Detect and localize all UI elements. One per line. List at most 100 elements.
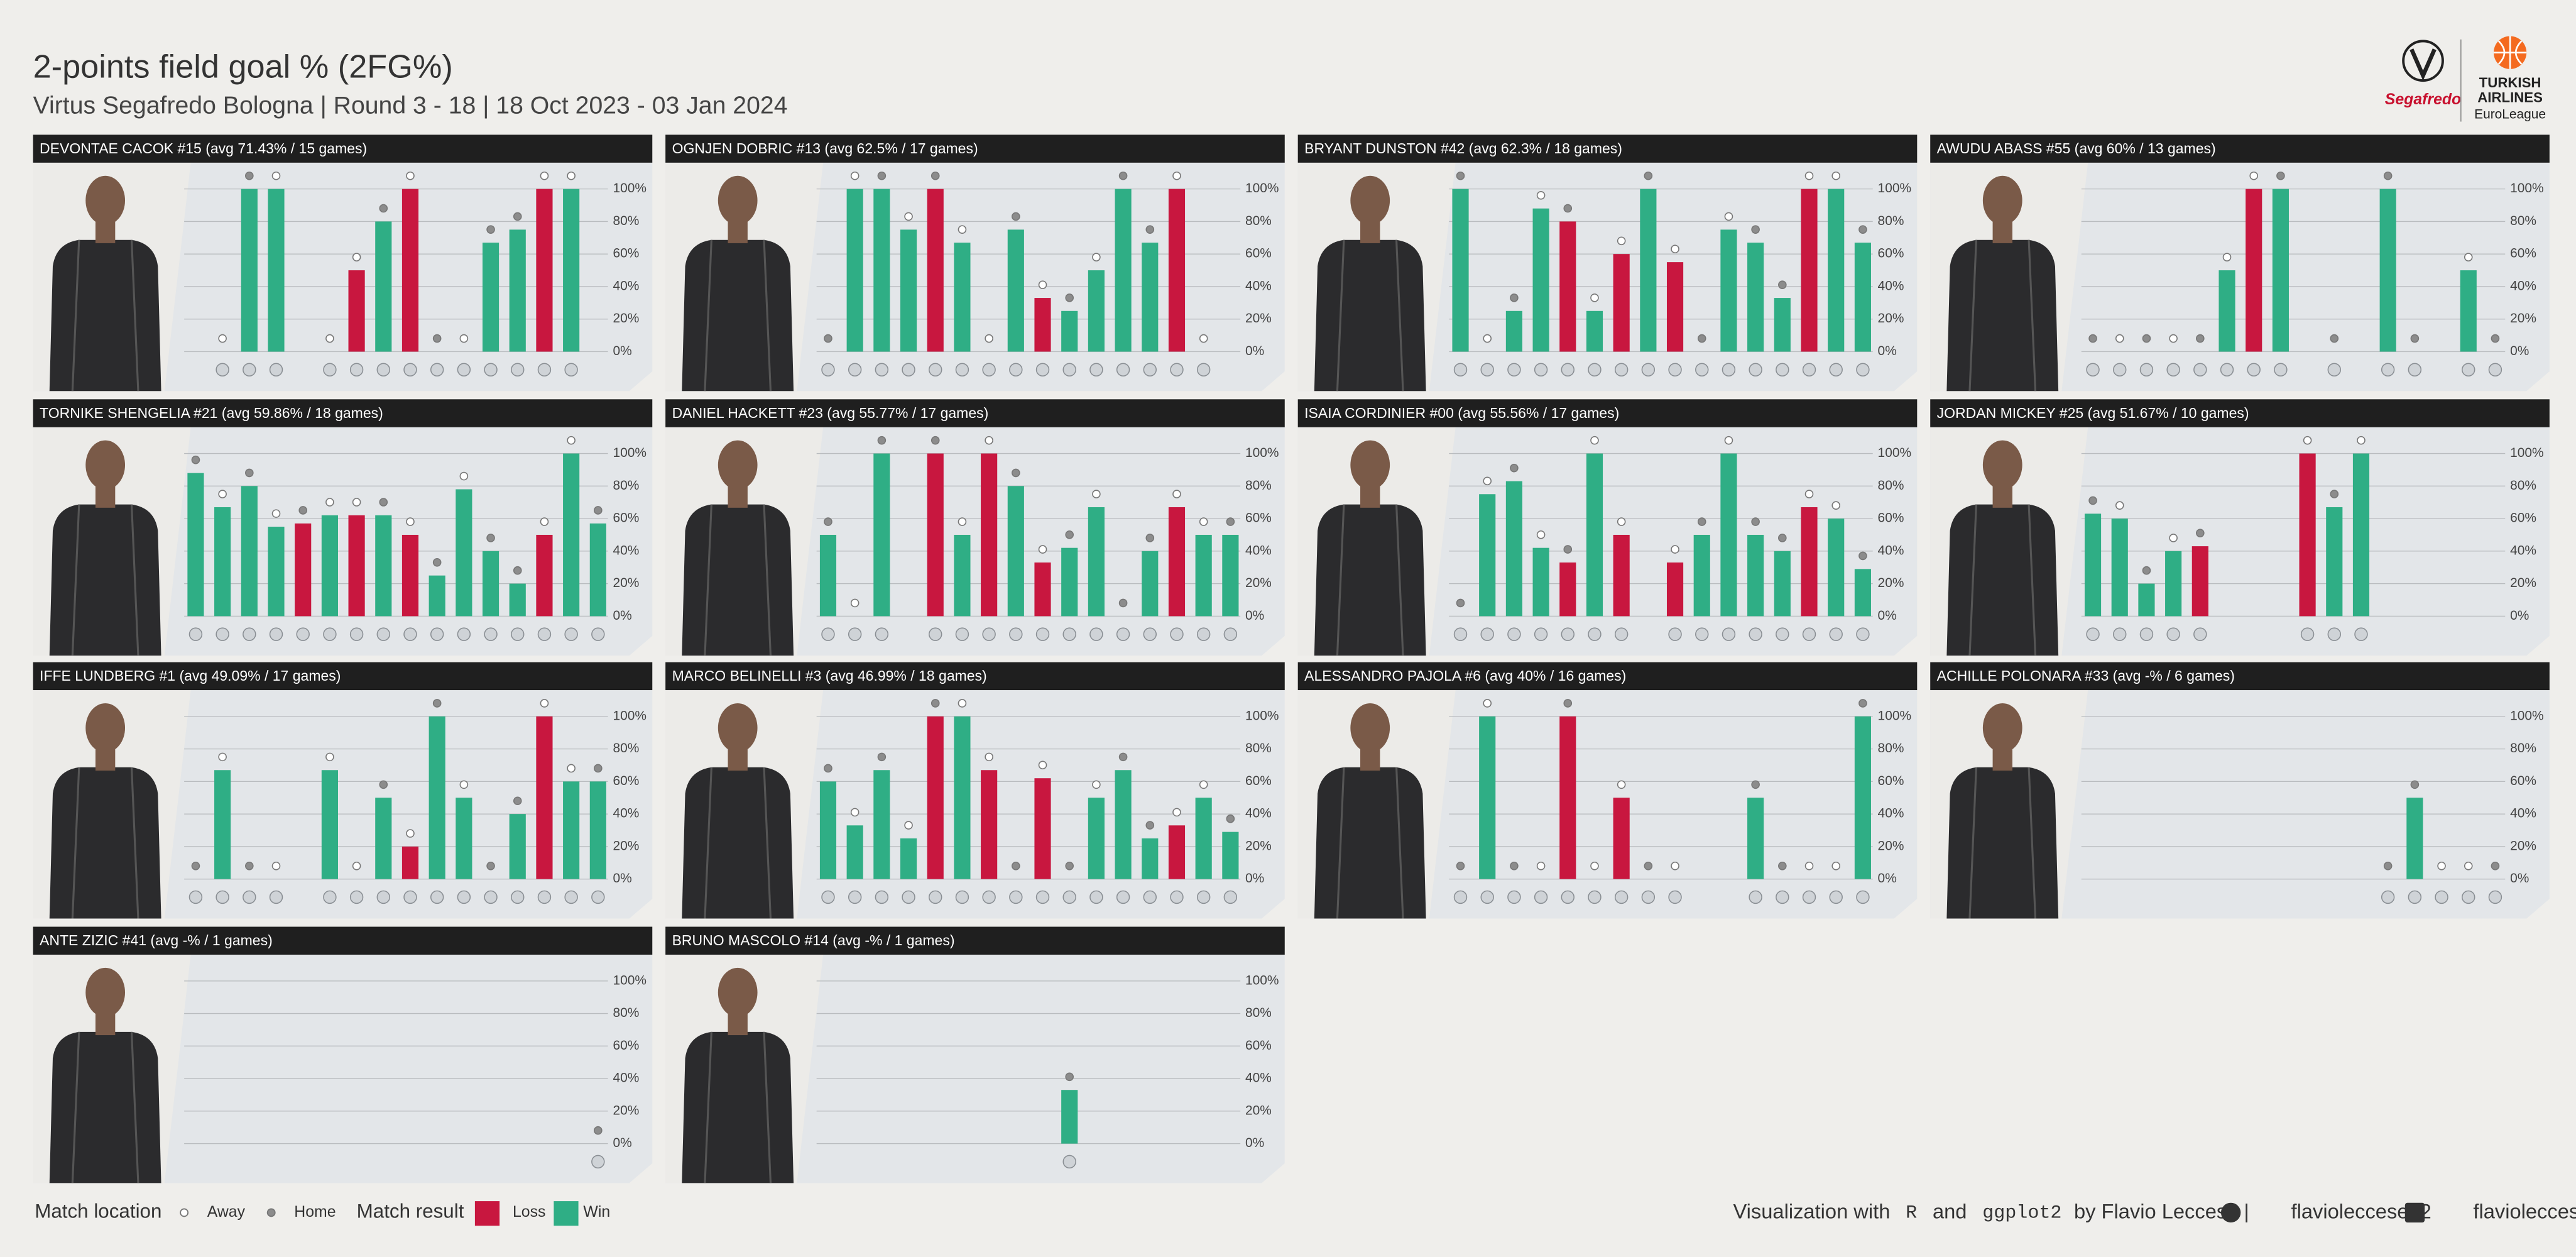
player-photo-stripe	[71, 767, 139, 919]
team-logo	[1695, 363, 1709, 376]
team-logo	[1614, 363, 1629, 376]
y-tick-label: 40%	[1878, 543, 1904, 557]
location-marker	[540, 517, 549, 526]
team-logo	[1062, 890, 1076, 904]
team-logo	[1829, 363, 1843, 376]
y-tick-label: 80%	[2510, 741, 2536, 755]
bar	[1774, 551, 1791, 617]
team-logo	[2193, 363, 2207, 376]
y-tick-label: 20%	[1878, 838, 1904, 853]
location-marker	[1456, 598, 1465, 608]
bar	[482, 551, 499, 617]
player-photo	[49, 1031, 161, 1183]
team-logo	[1009, 890, 1023, 904]
league-logo-text: EuroLeague	[2474, 107, 2546, 122]
bar	[2191, 546, 2208, 617]
team-logo	[376, 627, 391, 641]
team-logo	[537, 627, 552, 641]
panel-background	[1930, 690, 2550, 919]
team-logo	[376, 890, 391, 904]
bar	[900, 838, 917, 879]
legend-home-marker	[266, 1208, 276, 1217]
location-marker	[1226, 814, 1235, 823]
bar	[1115, 770, 1132, 879]
location-marker	[2115, 501, 2124, 510]
bar	[1720, 229, 1737, 352]
bar	[2219, 270, 2235, 352]
team-logo	[821, 627, 835, 641]
panel-title: ACHILLE POLONARA #33 (avg -% / 6 games)	[1937, 667, 2235, 684]
player-panel: ANTE ZIZIC #41 (avg -% / 1 games) 0% 20% 40…	[33, 926, 653, 1183]
y-tick-label: 20%	[2510, 838, 2536, 853]
team-logo	[349, 890, 364, 904]
location-marker	[2169, 534, 2178, 542]
player-panel: OGNJEN DOBRIC #13 (avg 62.5% / 17 games)…	[665, 134, 1285, 392]
team-logo	[1035, 363, 1050, 376]
caption-part: and	[1933, 1199, 1967, 1222]
location-marker	[1778, 280, 1787, 289]
bar	[1479, 494, 1496, 617]
team-logo	[1722, 627, 1736, 641]
panel-background	[33, 690, 653, 919]
team-logo	[1009, 363, 1023, 376]
location-marker	[1617, 236, 1626, 246]
team-logo	[296, 627, 310, 641]
team-logo	[1856, 890, 1870, 904]
bar	[1142, 838, 1159, 879]
team-logo	[1614, 890, 1629, 904]
team-logo	[216, 890, 229, 904]
team-logo	[2113, 627, 2127, 641]
player-panel: BRYANT DUNSTON #42 (avg 62.3% / 18 games…	[1297, 134, 1918, 392]
panel-background	[33, 954, 653, 1183]
y-tick-label: 100%	[1878, 181, 1911, 195]
y-tick-label: 80%	[613, 1006, 639, 1020]
team-logo	[875, 363, 889, 376]
location-marker	[486, 534, 495, 542]
bar	[589, 523, 606, 617]
location-marker	[1804, 490, 1814, 498]
team-logo	[457, 627, 471, 641]
team-logo	[2327, 627, 2341, 641]
bar	[348, 515, 365, 617]
location-marker	[540, 171, 549, 180]
location-marker	[1118, 752, 1128, 762]
player-photo-stripe	[71, 1031, 139, 1183]
location-marker	[2196, 334, 2205, 343]
team-logo	[875, 890, 889, 904]
location-marker	[850, 171, 860, 180]
location-marker	[2383, 861, 2393, 870]
y-tick-label: 60%	[1245, 774, 1272, 788]
y-tick-label: 100%	[1245, 973, 1279, 987]
team-logo	[1480, 627, 1494, 641]
location-marker	[824, 764, 832, 773]
player-photo-head	[1982, 703, 2022, 753]
bar	[1532, 547, 1549, 617]
location-marker	[594, 764, 603, 773]
bar	[954, 243, 971, 352]
location-marker	[985, 752, 993, 762]
panel-background	[665, 954, 1285, 1183]
player-panel: ISAIA CORDINIER #00 (avg 55.56% / 17 gam…	[1297, 399, 1918, 656]
location-marker	[1012, 212, 1020, 221]
panel-header	[1930, 662, 2550, 691]
team-logo	[1588, 890, 1602, 904]
bar	[873, 770, 890, 879]
team-logo	[591, 1155, 605, 1169]
team-logo	[511, 627, 525, 641]
team-logo	[430, 890, 444, 904]
player-panel: ALESSANDRO PAJOLA #6 (avg 40% / 16 games…	[1297, 662, 1918, 919]
location-marker	[513, 566, 522, 575]
league-ball-lines	[2493, 36, 2527, 69]
team-logo	[349, 627, 364, 641]
location-marker	[513, 796, 522, 806]
panel-header	[33, 399, 653, 427]
y-tick-label: 20%	[2510, 311, 2536, 326]
team-logo	[1668, 363, 1682, 376]
location-marker	[245, 171, 254, 180]
team-logo	[1776, 627, 1789, 641]
location-marker	[1590, 436, 1599, 445]
team-logo	[1062, 627, 1076, 641]
player-photo-head	[718, 440, 758, 490]
team-logo	[1223, 890, 1238, 904]
subtitle: Virtus Segafredo Bologna | Round 3 - 18 …	[33, 92, 788, 119]
